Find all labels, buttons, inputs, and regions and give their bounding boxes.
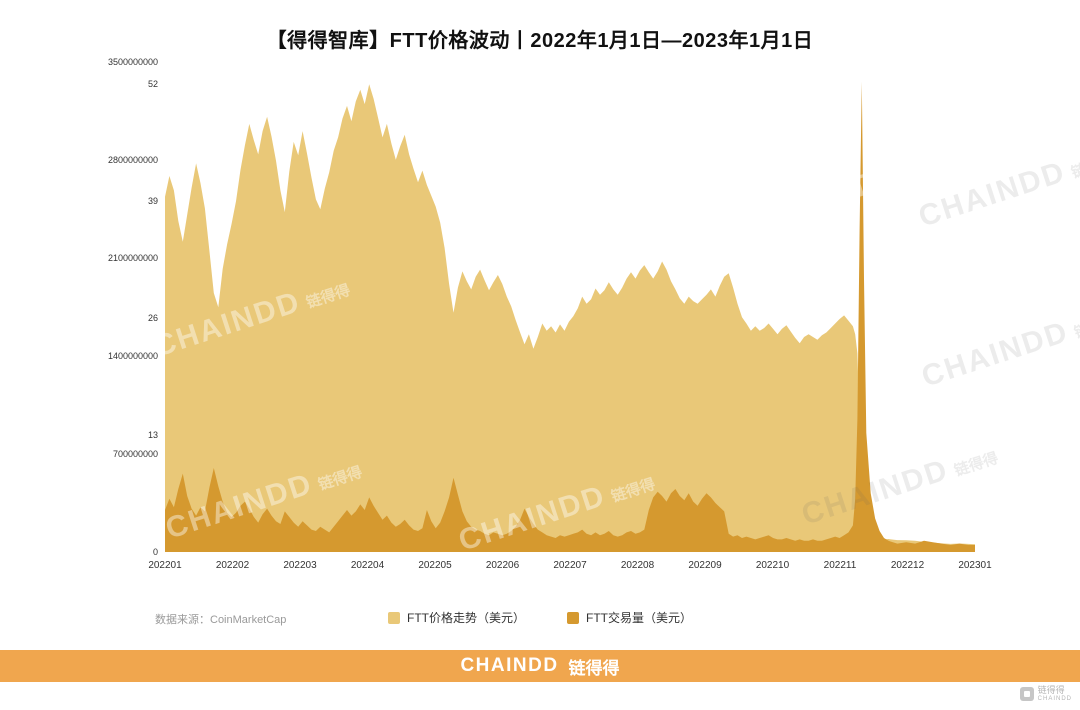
x-axis-label: 202211 <box>823 560 857 571</box>
x-axis-label: 202208 <box>620 560 655 571</box>
data-source-label: 数据来源：CoinMarketCap <box>155 614 287 626</box>
x-axis-label: 202203 <box>283 560 317 571</box>
y-axis-price-label: 26 <box>147 313 158 324</box>
legend-item-volume: FTT交易量（美元） <box>567 609 692 626</box>
y-axis-price-label: 13 <box>147 430 158 441</box>
y-axis-volume-label: 2100000000 <box>107 252 158 263</box>
x-axis-label: 202201 <box>148 560 182 571</box>
banner-brand-cn: 链得得 <box>568 658 620 678</box>
y-axis-volume-label: 2800000000 <box>107 154 158 165</box>
legend-item-price: FTT价格走势（美元） <box>388 609 525 626</box>
x-axis-label: 202202 <box>215 560 250 571</box>
legend-item-price-label: FTT价格走势（美元） <box>407 611 525 625</box>
chart-legend: FTT价格走势（美元） FTT交易量（美元） <box>0 609 1080 626</box>
legend-item-volume-label: FTT交易量（美元） <box>586 611 692 625</box>
x-axis-label: 202204 <box>350 560 385 571</box>
chaindd-logo-icon <box>1019 687 1034 702</box>
price-series-swatch <box>388 611 400 624</box>
corner-logo-en: CHAINDD <box>1037 695 1072 702</box>
banner-brand-en: CHAINDD <box>460 655 559 676</box>
page-title: 【得得智库】FTT价格波动丨2022年1月1日—2023年1月1日 <box>266 30 814 52</box>
area-series-volume <box>165 81 975 552</box>
x-axis-label: 202301 <box>958 560 992 571</box>
y-axis-volume-label: 700000000 <box>112 448 158 459</box>
chaindd-banner: CHAINDD 链得得 <box>0 650 1080 682</box>
x-axis-label: 202212 <box>890 560 925 571</box>
y-axis-price-label: 39 <box>147 196 158 207</box>
ftt-area-chart <box>165 81 975 552</box>
y-axis-volume-label: 3500000000 <box>107 56 158 67</box>
watermark-cn-text: 链得得 <box>1069 151 1080 182</box>
chaindd-corner-logo: 链得得 CHAINDD <box>1019 685 1072 702</box>
y-axis-price-label: 52 <box>147 79 158 90</box>
area-series-price <box>165 84 975 552</box>
x-axis-label: 202206 <box>485 560 520 571</box>
x-axis-label: 202205 <box>418 560 452 571</box>
x-axis-label: 202207 <box>553 560 587 571</box>
x-axis-label: 202209 <box>688 560 722 571</box>
corner-logo-cn: 链得得 <box>1037 685 1065 695</box>
y-axis-volume-label: 0 <box>152 547 158 557</box>
y-axis-volume-label: 1400000000 <box>107 350 158 361</box>
watermark-cn-text: 链得得 <box>1072 311 1080 342</box>
x-axis-label: 202210 <box>755 560 790 571</box>
volume-series-swatch <box>567 611 579 624</box>
